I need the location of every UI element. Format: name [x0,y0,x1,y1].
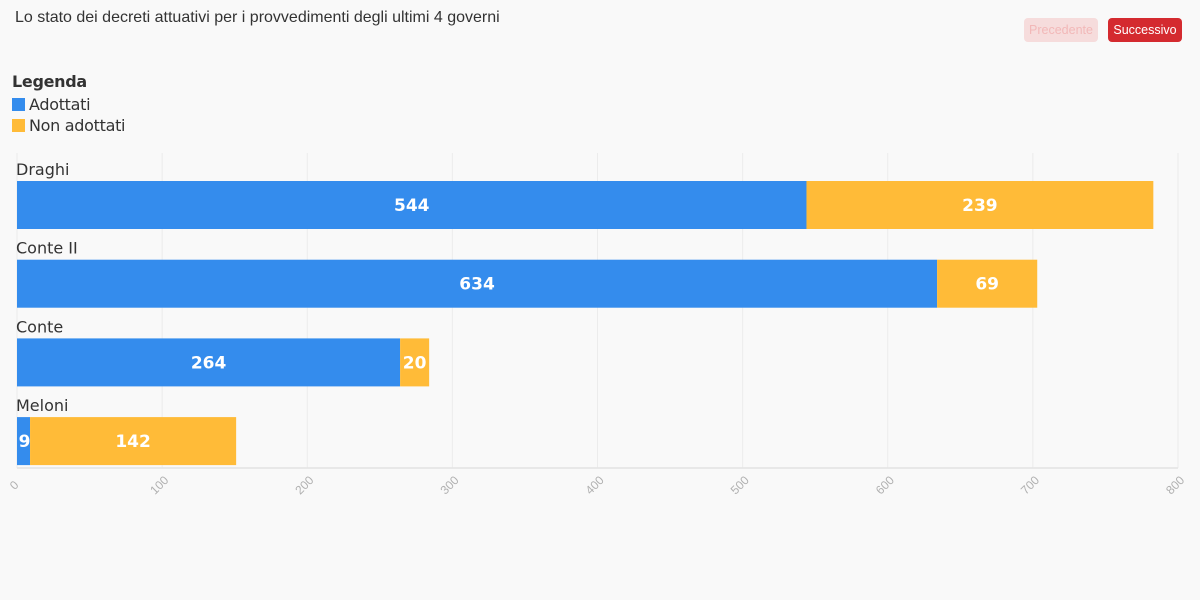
x-tick-label-600: 600 [873,473,897,497]
x-tick-label-300: 300 [438,473,462,497]
category-label-3: Meloni [16,396,68,415]
bar-3-series-1 [30,417,237,466]
legend-swatch-non-adottati [12,119,25,132]
category-label-2: Conte [16,317,63,336]
data-label-0-series-1: 239 [962,196,998,216]
x-tick-label-200: 200 [292,473,316,497]
x-tick-label-400: 400 [583,473,607,497]
legend-item-adottati: Adottati [12,95,125,114]
previous-button[interactable]: Precedente [1024,18,1098,42]
legend-swatch-adottati [12,98,25,111]
bar-2-series-1 [400,338,430,387]
data-label-3-series-1: 142 [115,432,151,452]
x-tick-label-0: 0 [7,478,22,493]
data-label-2-series-1: 20 [403,353,427,373]
bar-3-series-0 [17,417,31,466]
data-label-2-series-0: 264 [191,353,227,373]
bar-0-series-0 [17,181,807,229]
legend-label-adottati: Adottati [29,95,91,114]
bar-0-series-1 [806,181,1154,229]
x-tick-label-500: 500 [728,473,752,497]
x-tick-label-800: 800 [1163,473,1187,497]
data-label-0-series-0: 544 [394,196,430,216]
data-label-3-series-0: 9 [19,432,31,452]
legend-title: Legenda [12,72,87,91]
next-button[interactable]: Successivo [1108,18,1182,42]
bar-1-series-0 [17,259,938,308]
bar-1-series-1 [937,259,1038,308]
category-label-0: Draghi [16,160,69,179]
legend-label-non-adottati: Non adottati [29,116,126,135]
data-label-1-series-0: 634 [459,275,495,295]
legend: Legenda Adottati Non adottati [12,72,126,135]
chart-title: Lo stato dei decreti attuativi per i pro… [15,9,500,26]
legend-item-non-adottati: Non adottati [12,116,126,135]
bar-2-series-0 [17,338,401,387]
x-tick-label-700: 700 [1018,473,1042,497]
data-label-1-series-1: 69 [975,275,999,295]
x-tick-label-100: 100 [147,473,171,497]
category-label-1: Conte II [16,239,78,258]
